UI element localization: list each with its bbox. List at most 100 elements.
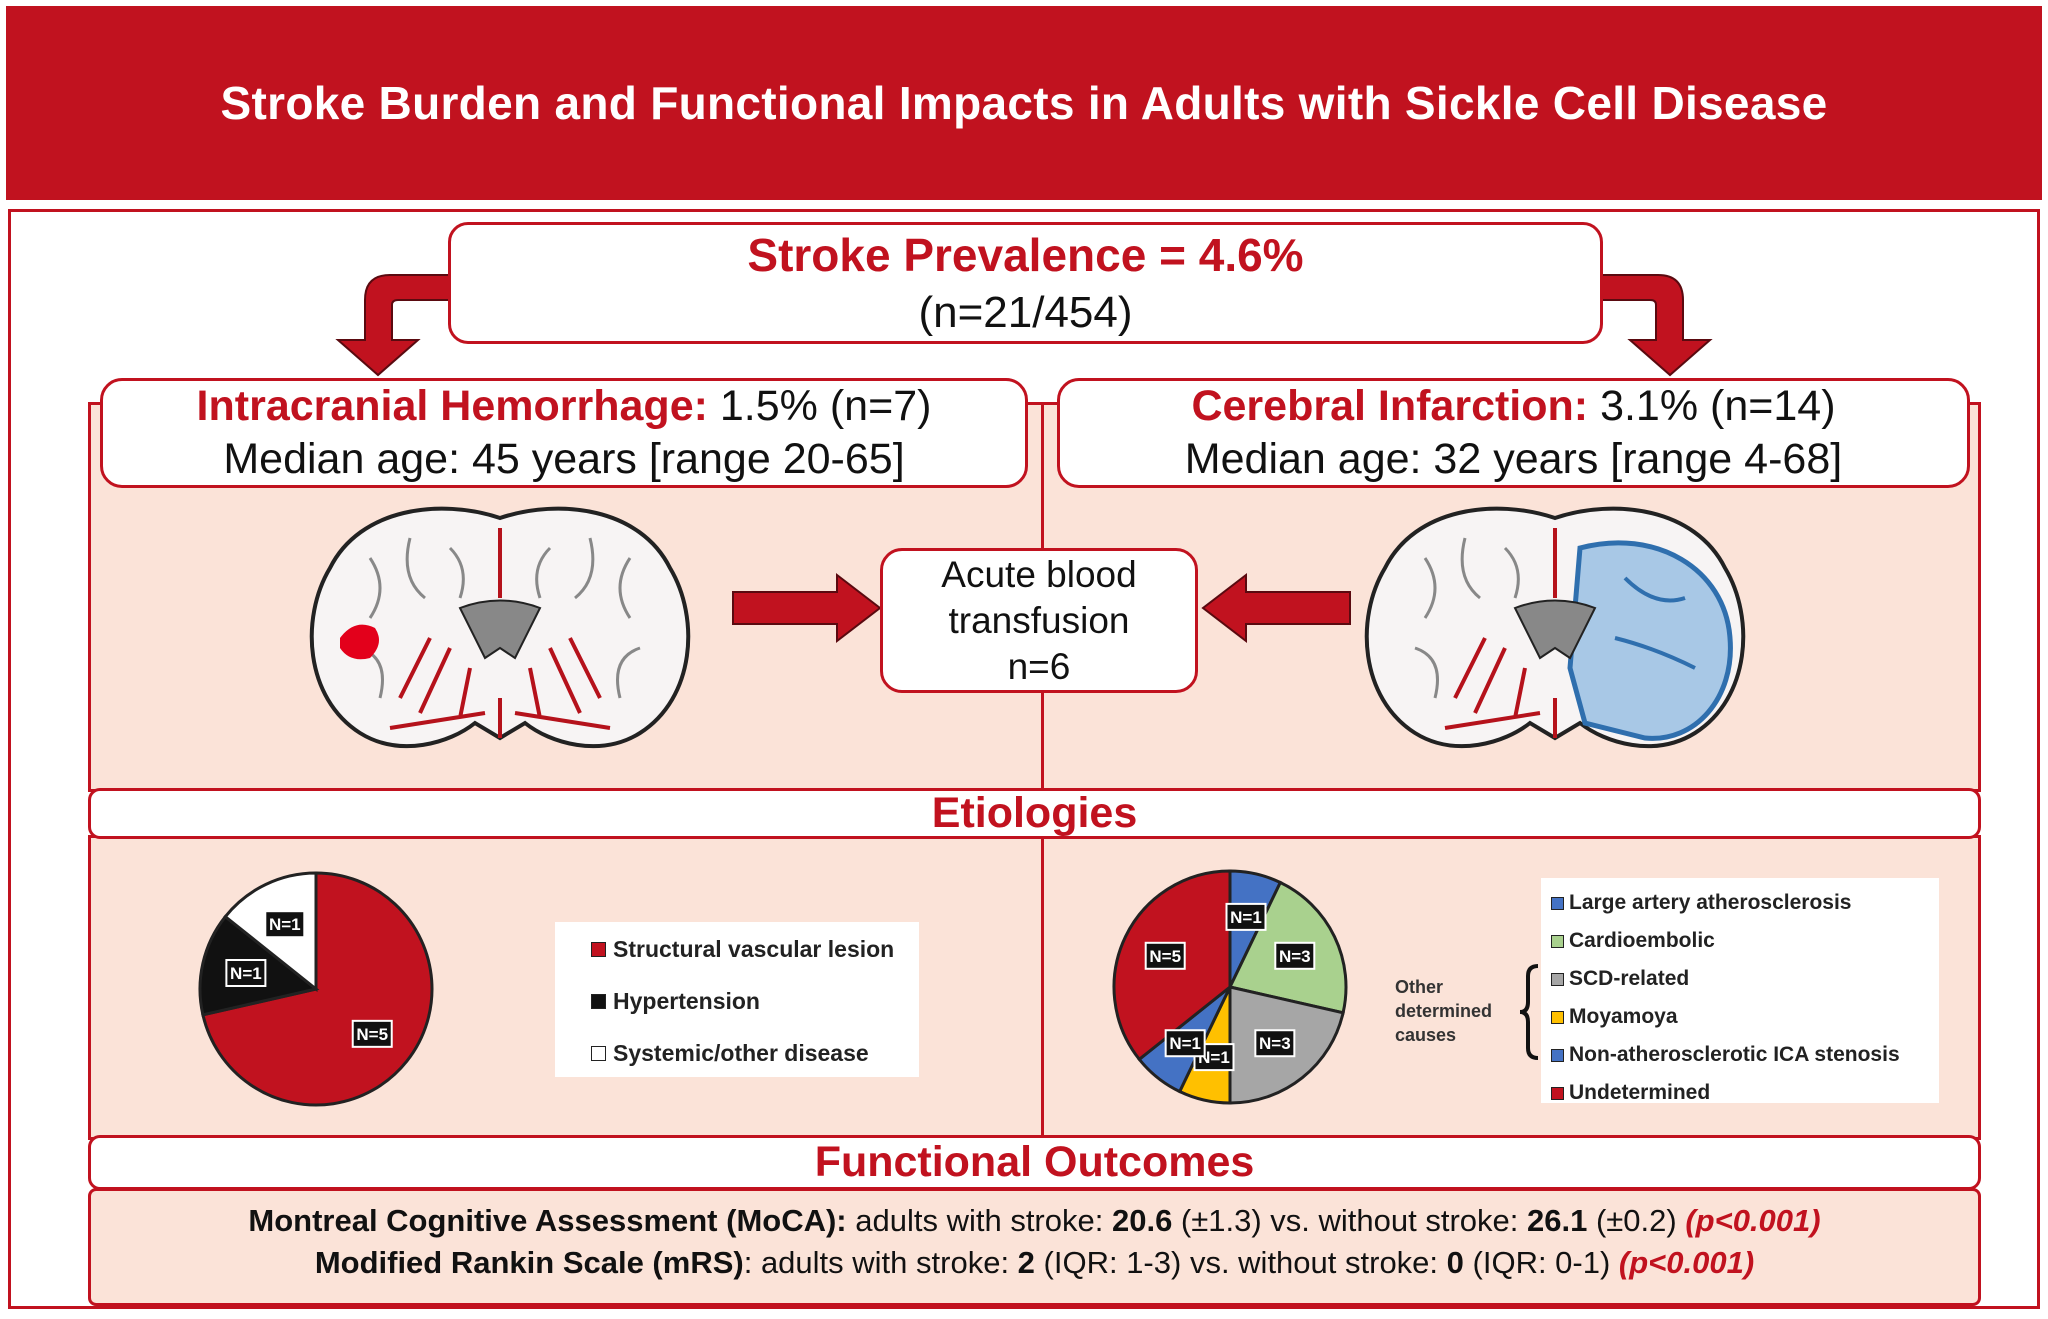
transfusion-arrows bbox=[732, 572, 1351, 644]
legend-swatch bbox=[1551, 972, 1564, 986]
legend-label: Hypertension bbox=[613, 987, 760, 1014]
pie-label-box-non-atherosclerotic-ica-stenosis bbox=[1164, 1029, 1206, 1058]
pie-label-hypertension: N=1 bbox=[230, 964, 262, 983]
ci-header-box: Cerebral Infarction: 3.1% (n=14) Median … bbox=[1057, 378, 1970, 488]
moca-p-value: (p<0.001) bbox=[1685, 1203, 1821, 1238]
legend-item-scd-related: SCD-related bbox=[1551, 960, 1939, 998]
prevalence-heading: Stroke Prevalence = 4.6% bbox=[747, 229, 1304, 281]
ich-value: 1.5% (n=7) bbox=[719, 382, 932, 430]
transfusion-line-1: Acute blood bbox=[941, 553, 1137, 595]
ich-age-label: Median age: bbox=[223, 435, 461, 483]
legend-item-structural-vascular: Structural vascular lesion bbox=[591, 936, 919, 962]
etiologies-header: Etiologies bbox=[88, 788, 1981, 839]
bracket-line-2: determined bbox=[1395, 1001, 1493, 1021]
ci-etiology-legend: Large artery atherosclerosis Cardioembol… bbox=[1541, 878, 1939, 1104]
legend-label: Large artery atherosclerosis bbox=[1569, 891, 1852, 914]
mrs-text-2: vs. without stroke: bbox=[1181, 1245, 1447, 1280]
ich-etiology-legend: Structural vascular lesion Hypertension … bbox=[555, 922, 919, 1077]
legend-item-undetermined: Undetermined bbox=[1551, 1074, 1939, 1112]
pie-label-box-scd-related bbox=[1254, 1029, 1296, 1058]
ich-etiology-pie: N=5 N=1 N=1 bbox=[198, 871, 434, 1107]
mrs-text-1: : adults with stroke: bbox=[743, 1245, 1018, 1280]
pie-label-cardioembolic: N=3 bbox=[1279, 947, 1311, 966]
pie-label-non-atherosclerotic-ica-stenosis: N=1 bbox=[1169, 1034, 1201, 1053]
mrs-nostroke-iqr: (IQR: 0-1) bbox=[1463, 1245, 1619, 1280]
moca-stroke-sd: (±1.3) bbox=[1172, 1203, 1262, 1238]
pie-label-moyamoya: N=1 bbox=[1198, 1048, 1230, 1067]
pie-label-box-systemic-other-disease bbox=[264, 910, 306, 939]
ich-header-box: Intracranial Hemorrhage: 1.5% (n=7) Medi… bbox=[100, 378, 1028, 488]
legend-item-cardioembolic: Cardioembolic bbox=[1551, 922, 1939, 960]
arrow-to-ci bbox=[1599, 274, 1713, 377]
mrs-p-value: (p<0.001) bbox=[1618, 1245, 1755, 1280]
transfusion-box: Acute blood transfusion n=6 bbox=[880, 548, 1198, 693]
transfusion-line-3: n=6 bbox=[1007, 645, 1071, 687]
legend-bracket bbox=[1519, 964, 1539, 1060]
mrs-nostroke-value: 0 bbox=[1446, 1245, 1464, 1280]
legend-swatch bbox=[591, 941, 606, 957]
transfusion-line-2: transfusion bbox=[948, 599, 1130, 641]
brain-infarction-illustration bbox=[1364, 506, 1746, 748]
pie-label-scd-related: N=3 bbox=[1259, 1034, 1291, 1053]
moca-line: Montreal Cognitive Assessment (MoCA): ad… bbox=[88, 1203, 1981, 1239]
moca-nostroke-sd: (±0.2) bbox=[1587, 1203, 1686, 1238]
prevalence-box: Stroke Prevalence = 4.6% (n=21/454) bbox=[448, 222, 1603, 344]
mrs-line: Modified Rankin Scale (mRS): adults with… bbox=[88, 1245, 1981, 1281]
pie-label-box-hypertension bbox=[225, 958, 267, 987]
legend-swatch bbox=[1551, 934, 1564, 948]
moca-text-1: adults with stroke: bbox=[846, 1203, 1112, 1238]
ich-age-value: 45 years [range 20-65] bbox=[471, 435, 905, 483]
legend-swatch bbox=[1551, 1010, 1564, 1024]
legend-item-systemic-other: Systemic/other disease bbox=[591, 1040, 919, 1066]
moca-text-2: vs. without stroke: bbox=[1261, 1203, 1528, 1238]
legend-label: Undetermined bbox=[1569, 1081, 1711, 1104]
legend-label: Systemic/other disease bbox=[613, 1039, 869, 1066]
legend-swatch bbox=[591, 1045, 606, 1061]
arrow-to-ich bbox=[335, 274, 451, 377]
infarct-region bbox=[1567, 540, 1733, 741]
pie-label-structural-vascular-lesion: N=5 bbox=[356, 1025, 388, 1044]
ci-etiology-pie: N=1N=3N=3N=1N=1N=5 bbox=[1112, 869, 1348, 1105]
moca-nostroke-value: 26.1 bbox=[1527, 1203, 1588, 1238]
legend-label: Cardioembolic bbox=[1569, 929, 1715, 952]
pie-label-box-structural-vascular-lesion bbox=[351, 1019, 393, 1048]
legend-item-hypertension: Hypertension bbox=[591, 988, 919, 1014]
other-determined-causes-label: Other determined causes bbox=[1395, 975, 1515, 1047]
bracket-line-1: Other bbox=[1395, 977, 1444, 997]
legend-swatch bbox=[1551, 1048, 1564, 1062]
legend-label: Non-atherosclerotic ICA stenosis bbox=[1569, 1043, 1900, 1066]
legend-swatch bbox=[591, 993, 606, 1009]
moca-name: Montreal Cognitive Assessment (MoCA): bbox=[248, 1203, 847, 1238]
legend-label: SCD-related bbox=[1569, 967, 1690, 990]
pie-label-box-cardioembolic bbox=[1274, 941, 1316, 970]
figure-title: Stroke Burden and Functional Impacts in … bbox=[6, 6, 2042, 200]
ci-age-value: 32 years [range 4-68] bbox=[1433, 435, 1843, 483]
legend-item-ica-stenosis: Non-atherosclerotic ICA stenosis bbox=[1551, 1036, 1939, 1074]
pie-label-box-large-artery-atherosclerosis bbox=[1225, 902, 1267, 931]
pie-label-box-undetermined bbox=[1144, 941, 1186, 970]
legend-label: Moyamoya bbox=[1569, 1005, 1678, 1028]
arrow-ich-to-transfusion bbox=[732, 572, 882, 644]
legend-item-moyamoya: Moyamoya bbox=[1551, 998, 1939, 1036]
arrow-ci-to-transfusion bbox=[1201, 572, 1351, 644]
ci-age-label: Median age: bbox=[1184, 435, 1422, 483]
mrs-stroke-value: 2 bbox=[1017, 1245, 1035, 1280]
outcomes-panel bbox=[88, 1188, 1981, 1306]
branch-arrows bbox=[335, 274, 1713, 377]
pie-label-large-artery-atherosclerosis: N=1 bbox=[1230, 908, 1262, 927]
mrs-name: Modified Rankin Scale (mRS) bbox=[314, 1245, 744, 1280]
legend-swatch bbox=[1551, 1086, 1564, 1100]
prevalence-count: (n=21/454) bbox=[918, 288, 1133, 337]
functional-outcomes-header: Functional Outcomes bbox=[88, 1135, 1981, 1190]
pie-label-systemic-other-disease: N=1 bbox=[269, 915, 301, 934]
mrs-stroke-iqr: (IQR: 1-3) bbox=[1034, 1245, 1182, 1280]
ich-label: Intracranial Hemorrhage: bbox=[196, 382, 708, 430]
hemorrhage-spot bbox=[340, 624, 379, 660]
moca-stroke-value: 20.6 bbox=[1111, 1203, 1173, 1238]
legend-label: Structural vascular lesion bbox=[613, 935, 895, 962]
bracket-line-3: causes bbox=[1395, 1025, 1457, 1045]
pie-label-undetermined: N=5 bbox=[1149, 947, 1181, 966]
ci-label: Cerebral Infarction: bbox=[1191, 382, 1589, 430]
ci-value: 3.1% (n=14) bbox=[1600, 382, 1836, 430]
legend-swatch bbox=[1551, 896, 1564, 910]
